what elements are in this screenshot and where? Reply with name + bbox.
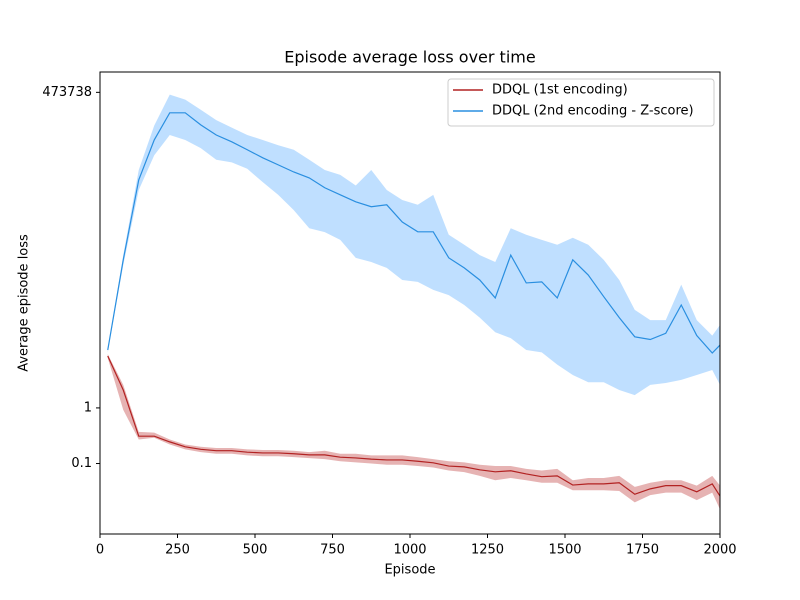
y-axis-label: Average episode loss <box>17 234 32 372</box>
y-tick-label: 0.1 <box>71 456 92 471</box>
x-tick-label: 0 <box>96 543 104 558</box>
series-line <box>107 112 721 354</box>
x-axis-label: Episode <box>384 563 435 578</box>
x-tick-label: 1250 <box>471 543 504 558</box>
legend-box <box>447 78 715 127</box>
confidence-band <box>107 94 720 396</box>
y-tick-label: 1 <box>84 400 92 415</box>
x-tick-label: 2000 <box>703 543 736 558</box>
y-tick-label: 473738 <box>42 85 92 100</box>
plot-area <box>107 94 721 510</box>
chart-title: Episode average loss over time <box>284 48 535 67</box>
x-tick-label: 1500 <box>548 543 581 558</box>
x-tick-label: 1000 <box>393 543 426 558</box>
legend-label: DDQL (1st encoding) <box>492 83 628 98</box>
x-tick-label: 1750 <box>626 543 659 558</box>
x-tick-label: 500 <box>243 543 268 558</box>
x-tick-label: 250 <box>165 543 190 558</box>
legend: DDQL (1st encoding) DDQL (2nd encoding - … <box>447 78 715 127</box>
legend-label: DDQL (2nd encoding - Z-score) <box>492 104 694 119</box>
series-line <box>107 355 721 497</box>
x-tick-label: 750 <box>320 543 345 558</box>
